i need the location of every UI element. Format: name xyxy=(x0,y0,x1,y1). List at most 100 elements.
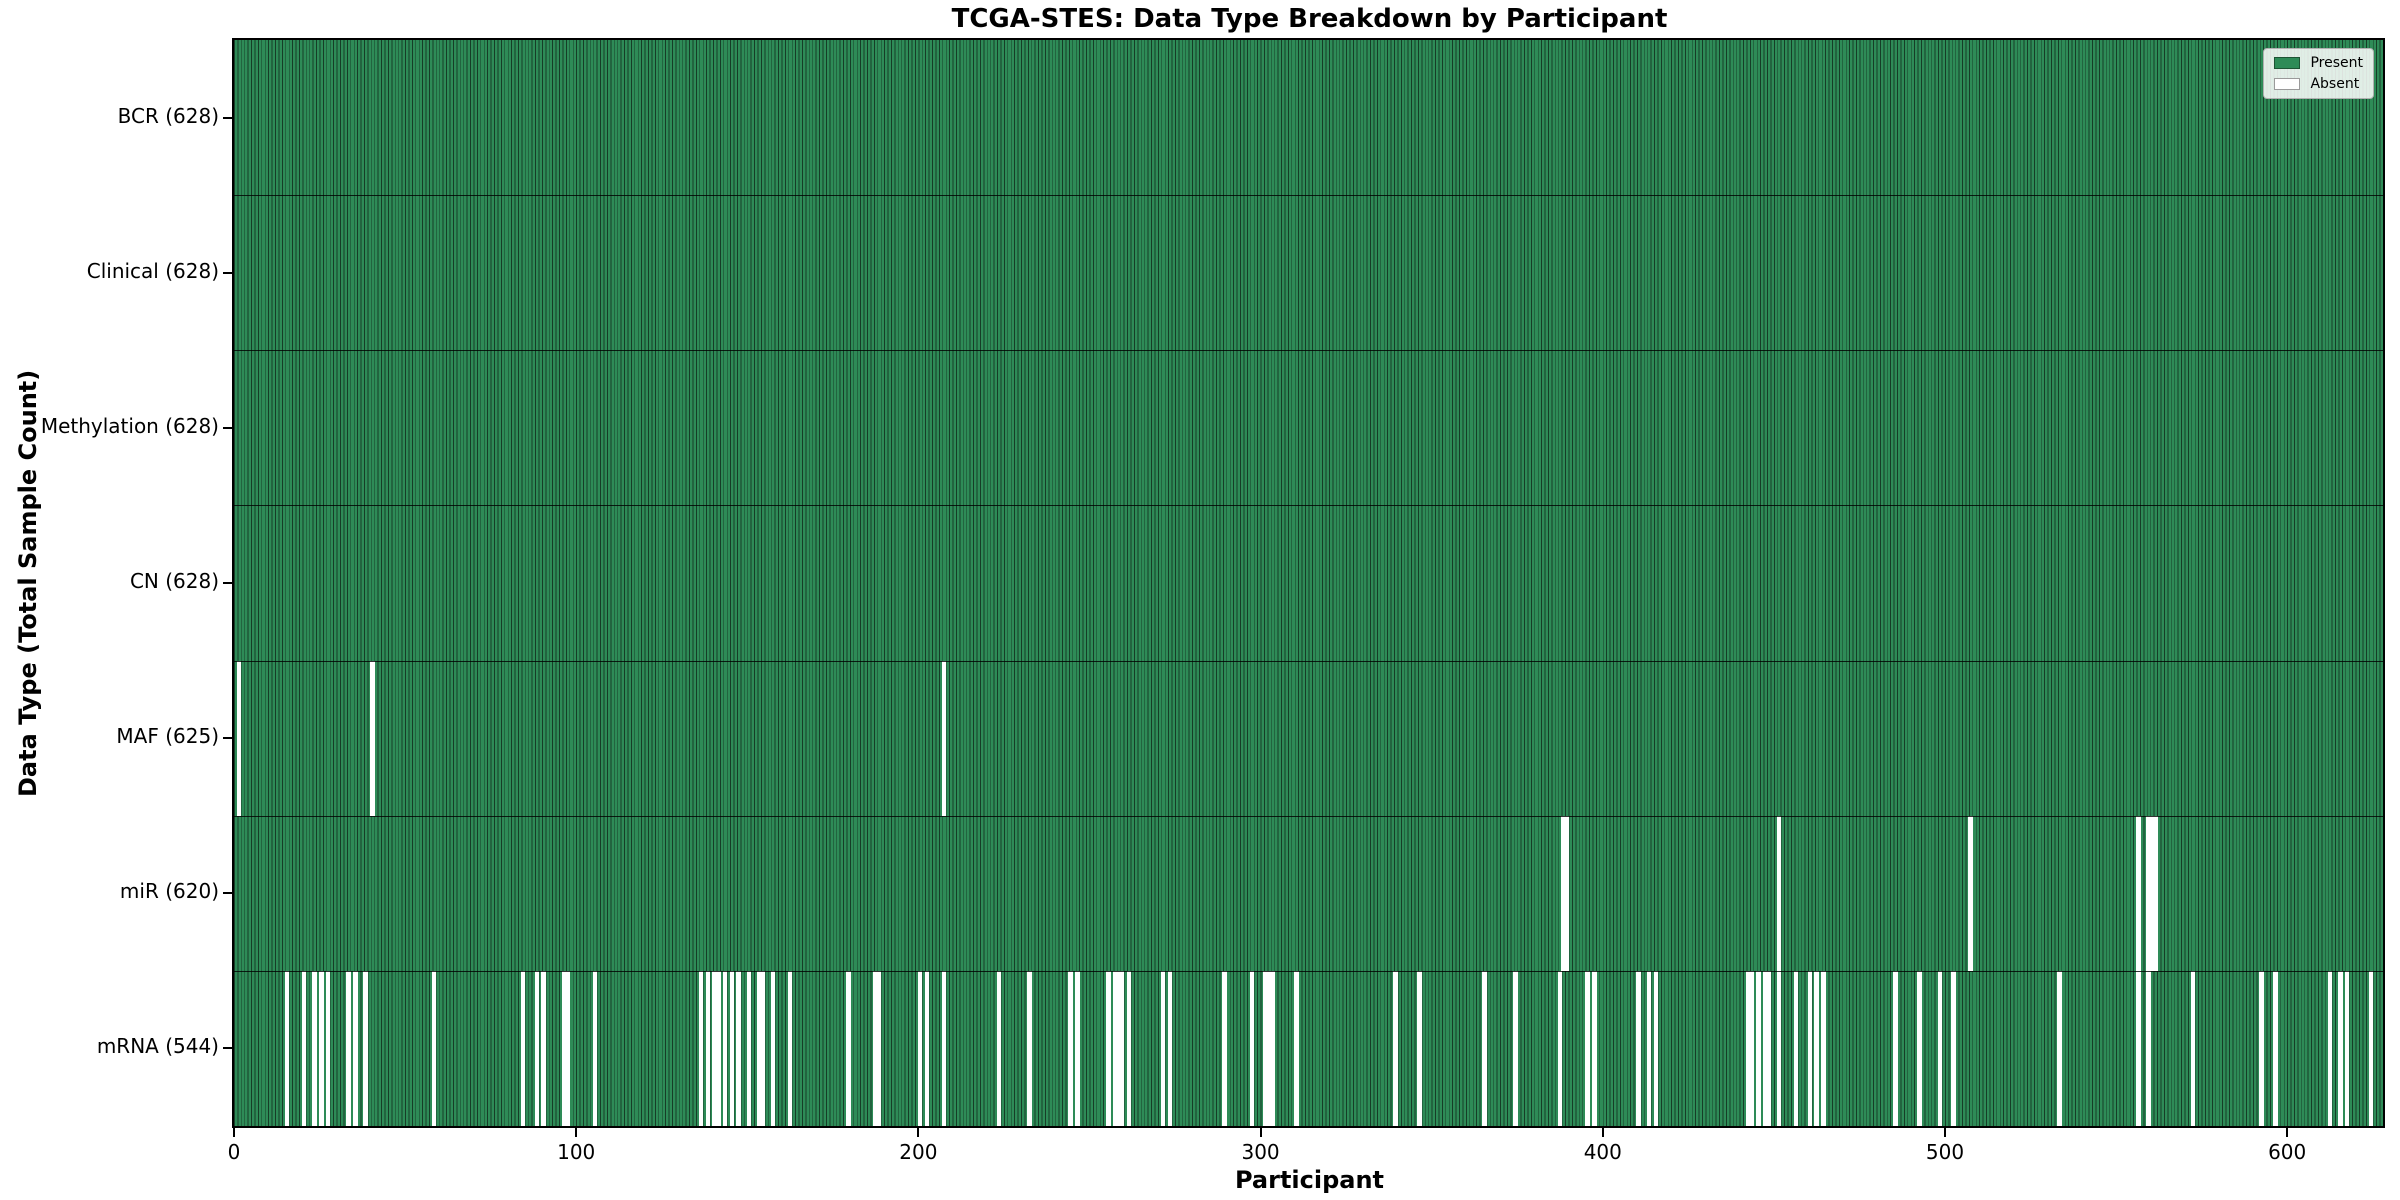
heatmap-row-BCR xyxy=(234,40,2383,196)
x-tick-label: 500 xyxy=(1925,1140,1965,1164)
legend-absent-swatch-icon xyxy=(2274,78,2301,90)
absent-gap xyxy=(1814,970,1819,1126)
chart-title: TCGA-STES: Data Type Breakdown by Partic… xyxy=(951,4,1668,34)
heatmap-row-MAF xyxy=(234,660,2383,816)
absent-gap xyxy=(1116,970,1121,1126)
absent-gap xyxy=(1756,970,1761,1126)
absent-gap xyxy=(2153,815,2158,971)
x-tick-label: 300 xyxy=(1241,1140,1280,1164)
legend-present-label: Present xyxy=(2310,55,2363,71)
absent-gap xyxy=(2344,970,2350,1126)
absent-gap xyxy=(1793,970,1799,1126)
absent-gap xyxy=(1591,970,1597,1126)
absent-gap xyxy=(2272,970,2278,1126)
absent-gap xyxy=(2136,970,2141,1126)
x-tick-mark xyxy=(575,1128,578,1137)
x-tick-label: 0 xyxy=(227,1140,241,1164)
absent-gap xyxy=(736,970,742,1126)
absent-gap xyxy=(1417,970,1422,1126)
absent-gap xyxy=(353,970,358,1126)
absent-gap xyxy=(2149,815,2155,971)
absent-gap xyxy=(722,970,728,1126)
y-tick-label: Methylation (628) xyxy=(40,413,219,438)
absent-gap xyxy=(876,970,882,1126)
absent-gap xyxy=(2057,970,2062,1126)
absent-gap xyxy=(1294,970,1299,1126)
absent-gap xyxy=(370,660,375,816)
absent-gap xyxy=(1513,970,1518,1126)
absent-gap xyxy=(712,970,718,1126)
absent-gap xyxy=(1766,970,1772,1126)
absent-gap xyxy=(873,970,878,1126)
absent-gap xyxy=(1653,970,1659,1126)
absent-gap xyxy=(2337,970,2343,1126)
heatmap-rows-container xyxy=(234,40,2383,1126)
absent-gap xyxy=(941,970,947,1126)
x-tick-label: 400 xyxy=(1583,1140,1622,1164)
absent-gap xyxy=(1167,970,1173,1126)
absent-gap xyxy=(1075,970,1080,1126)
absent-gap xyxy=(541,970,546,1126)
absent-gap xyxy=(787,970,793,1126)
absent-gap xyxy=(1393,970,1399,1126)
absent-gap xyxy=(1263,970,1269,1126)
absent-gap xyxy=(2146,815,2151,971)
legend-item-absent: Absent xyxy=(2274,77,2363,91)
x-tick-mark xyxy=(2286,1128,2289,1137)
absent-gap xyxy=(845,970,851,1126)
absent-gap xyxy=(318,970,324,1126)
y-tick-label: Clinical (628) xyxy=(86,258,219,283)
absent-gap xyxy=(2259,970,2264,1126)
y-tick-mark xyxy=(223,426,232,429)
y-tick-mark xyxy=(223,737,232,740)
absent-gap xyxy=(1776,970,1782,1126)
heatmap-row-mRNA xyxy=(234,970,2383,1126)
absent-gap xyxy=(2368,970,2374,1126)
absent-gap xyxy=(756,970,762,1126)
y-tick-label: MAF (625) xyxy=(116,724,219,749)
row-divider xyxy=(234,660,2383,662)
x-tick-label: 200 xyxy=(899,1140,938,1164)
absent-gap xyxy=(1222,970,1227,1126)
x-tick-mark xyxy=(233,1128,235,1137)
absent-gap xyxy=(520,970,526,1126)
legend: Present Absent xyxy=(2263,48,2374,99)
legend-absent-label: Absent xyxy=(2310,76,2360,92)
absent-gap xyxy=(1106,970,1111,1126)
y-tick-label: CN (628) xyxy=(129,569,219,593)
absent-gap xyxy=(565,970,570,1126)
absent-gap xyxy=(1937,970,1943,1126)
absent-gap xyxy=(941,660,947,816)
absent-gap xyxy=(698,970,704,1126)
absent-gap xyxy=(1951,970,1956,1126)
y-tick-label: BCR (628) xyxy=(117,103,219,128)
x-tick-mark xyxy=(1601,1128,1604,1137)
absent-gap xyxy=(561,970,567,1126)
absent-gap xyxy=(1249,970,1255,1126)
absent-gap xyxy=(2327,970,2333,1126)
heatmap-row-miR xyxy=(234,815,2383,971)
absent-gap xyxy=(1027,970,1032,1126)
absent-gap xyxy=(534,970,540,1126)
absent-gap xyxy=(1968,815,1973,971)
absent-gap xyxy=(924,970,930,1126)
absent-gap xyxy=(1821,970,1826,1126)
absent-gap xyxy=(996,970,1002,1126)
absent-gap xyxy=(2146,970,2151,1126)
absent-gap xyxy=(1126,970,1132,1126)
absent-gap xyxy=(301,970,307,1126)
absent-gap xyxy=(284,970,290,1126)
x-tick-mark xyxy=(1943,1128,1946,1137)
absent-gap xyxy=(346,970,351,1126)
absent-gap xyxy=(1482,970,1488,1126)
absent-gap xyxy=(1745,970,1751,1126)
absent-gap xyxy=(1561,815,1566,971)
legend-item-present: Present xyxy=(2274,56,2363,70)
x-tick-label: 100 xyxy=(557,1140,596,1164)
y-tick-mark xyxy=(223,116,232,119)
absent-gap xyxy=(1776,815,1782,971)
absent-gap xyxy=(1763,970,1768,1126)
absent-gap xyxy=(1917,970,1922,1126)
absent-gap xyxy=(1266,970,1272,1126)
